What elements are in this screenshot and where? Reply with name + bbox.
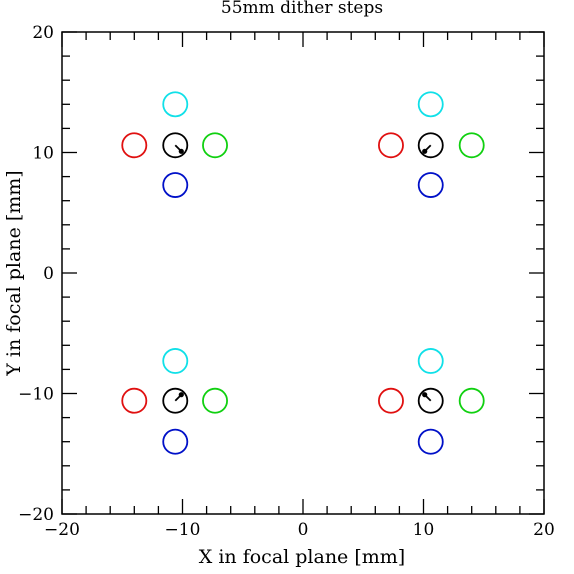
dither-position-marker — [162, 132, 189, 159]
offset-arrow-head — [178, 148, 184, 154]
x-tick-label: 20 — [533, 520, 555, 540]
dither-position-marker — [202, 132, 228, 159]
dither-markers — [121, 91, 485, 455]
dither-position-marker — [417, 428, 444, 455]
offset-arrow-head — [422, 392, 428, 398]
y-tick-label: 20 — [32, 23, 54, 43]
dither-position-marker — [121, 132, 148, 159]
dither-position-marker — [417, 387, 444, 414]
y-tick-label: 0 — [43, 264, 54, 284]
x-axis-label: X in focal plane [mm] — [199, 546, 405, 568]
axis-tick-labels: −20 −10 0 10 20 −20 −10 0 10 20 — [18, 23, 555, 540]
dither-position-marker — [202, 387, 228, 414]
y-tick-label: −10 — [18, 385, 54, 405]
dither-position-marker — [378, 387, 404, 414]
offset-arrow-head — [178, 392, 184, 398]
dither-position-marker — [417, 132, 444, 159]
axis-ticks — [61, 31, 545, 515]
offset-arrow-head — [422, 148, 428, 154]
chart-title: 55mm dither steps — [221, 0, 383, 18]
x-tick-label: −20 — [44, 520, 80, 540]
plot-frame — [61, 31, 545, 515]
dither-position-marker — [162, 348, 189, 374]
y-tick-label: −20 — [18, 505, 54, 525]
dither-position-marker — [162, 428, 189, 455]
dither-position-marker — [417, 91, 444, 118]
dither-position-marker — [162, 172, 189, 198]
dither-position-marker — [417, 172, 444, 198]
x-tick-label: 10 — [413, 520, 435, 540]
dither-position-marker — [378, 132, 404, 159]
dither-position-marker — [458, 132, 485, 159]
x-tick-label: −10 — [165, 520, 201, 540]
x-tick-label: 0 — [298, 520, 309, 540]
y-axis-label: Y in focal plane [mm] — [3, 170, 25, 376]
dither-position-marker — [458, 387, 485, 414]
dither-position-marker — [121, 387, 148, 414]
dither-position-marker — [162, 387, 189, 414]
y-tick-label: 10 — [32, 144, 54, 164]
dither-position-marker — [417, 348, 444, 374]
dither-position-marker — [162, 91, 189, 118]
